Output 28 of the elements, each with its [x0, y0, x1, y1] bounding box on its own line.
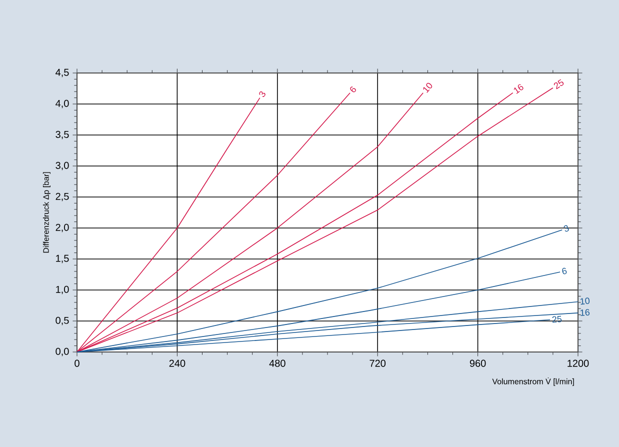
y-tick-label: 4,0 — [56, 100, 69, 108]
y-tick-label: 3,0 — [56, 162, 69, 170]
text: 10 — [580, 298, 590, 305]
x-tick-label: 240 — [169, 360, 186, 367]
x-tick-label: 720 — [370, 360, 386, 367]
text: 3 — [259, 91, 266, 97]
y-axis-title: Differenzdruck Δp [bar] — [42, 172, 50, 253]
text: 6 — [562, 268, 567, 274]
text: 3 — [564, 225, 569, 232]
y-tick-label: 0,5 — [56, 316, 69, 326]
x-axis-title: Volumenstrom V̇ [l/min] — [492, 378, 574, 386]
text: 16 — [514, 84, 524, 94]
x-tick-label: 1200 — [568, 360, 589, 367]
y-tick-label: 1,0 — [56, 286, 69, 294]
x-tick-label: 0 — [74, 360, 80, 367]
text: 25 — [554, 79, 564, 90]
y-tick-label: 4,5 — [56, 68, 69, 78]
series-label: 25 — [552, 316, 562, 323]
y-tick-label: 2,0 — [56, 224, 69, 232]
text: 10 — [423, 82, 432, 93]
y-tick-label: 0,0 — [56, 348, 69, 356]
y-tick-label: 3,5 — [56, 130, 69, 140]
text: 6 — [350, 86, 356, 92]
x-tick-label: 480 — [269, 360, 286, 367]
y-tick-label: 1,5 — [56, 254, 69, 264]
y-tick-label: 2,5 — [56, 192, 69, 202]
x-tick-label: 960 — [470, 360, 486, 367]
series-label: 16 — [580, 309, 590, 316]
